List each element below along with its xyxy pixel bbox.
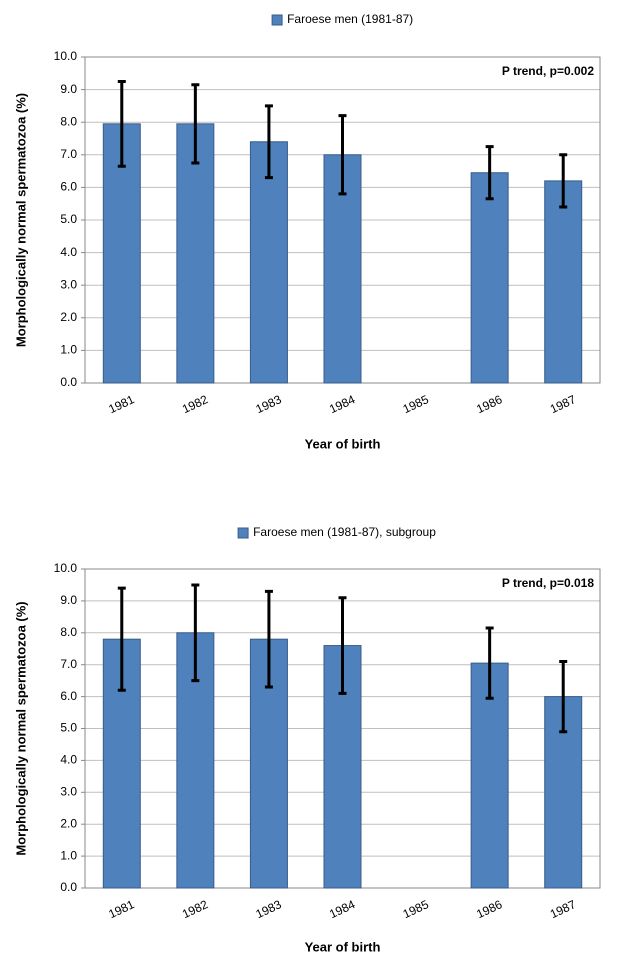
y-tick-label: 3.0 [60,277,77,291]
x-axis-title: Year of birth [305,436,381,451]
x-tick-label: 1983 [254,392,284,416]
x-tick-label: 1983 [254,897,284,921]
x-tick-label: 1987 [548,897,578,921]
error-bar [338,114,347,196]
x-tick-label: 1981 [106,392,136,416]
x-tick-label: 1981 [106,897,136,921]
y-tick-label: 0.0 [60,880,77,894]
bar [249,141,288,384]
y-axis-title: Morphologically normal spermatozoa (%) [13,93,28,347]
x-tick-label: 1987 [548,392,578,416]
y-axis-title: Morphologically normal spermatozoa (%) [13,601,28,855]
y-tick-label: 5.0 [60,721,77,735]
x-tick-label: 1982 [180,897,210,921]
error-bar [485,145,494,201]
error-bar [264,589,273,689]
bar [470,662,509,889]
y-tick-label: 10.0 [54,49,78,63]
error-bar [485,626,494,700]
y-tick-label: 6.0 [60,689,77,703]
x-tick-label: 1982 [180,392,210,416]
y-tick-label: 9.0 [60,593,77,607]
legend-label: Faroese men (1981-87), subgroup [253,525,436,539]
y-tick-label: 6.0 [60,180,77,194]
error-bar [191,583,200,683]
x-tick-label: 1985 [401,897,431,921]
error-bar [559,660,568,734]
y-tick-label: 7.0 [60,657,77,671]
error-bar [117,79,126,168]
annotation: P trend, p=0.018 [502,576,594,590]
y-tick-label: 2.0 [60,816,77,830]
x-axis-title: Year of birth [305,939,381,954]
y-tick-label: 3.0 [60,784,77,798]
x-tick-label: 1985 [401,392,431,416]
bar [470,172,509,384]
x-tick-label: 1984 [327,392,357,416]
y-tick-label: 8.0 [60,625,77,639]
y-tick-label: 5.0 [60,212,77,226]
legend-swatch [237,527,249,539]
error-bar [264,104,273,180]
y-tick-label: 4.0 [60,753,77,767]
y-tick-label: 2.0 [60,310,77,324]
bar [176,123,215,384]
legend-label: Faroese men (1981-87) [287,12,413,26]
y-tick-label: 1.0 [60,343,77,357]
y-tick-label: 9.0 [60,82,77,96]
error-bar [191,83,200,165]
annotation: P trend, p=0.002 [502,64,594,78]
y-tick-label: 10.0 [54,561,78,575]
y-tick-label: 4.0 [60,245,77,259]
error-bar [559,153,568,209]
x-tick-label: 1986 [474,392,504,416]
x-tick-label: 1984 [327,897,357,921]
error-bar [117,586,126,692]
legend-swatch [271,14,283,26]
y-tick-label: 7.0 [60,147,77,161]
y-tick-label: 0.0 [60,375,77,389]
y-tick-label: 1.0 [60,848,77,862]
error-bar [338,596,347,695]
bar [544,180,583,384]
y-tick-label: 8.0 [60,114,77,128]
x-tick-label: 1986 [474,897,504,921]
